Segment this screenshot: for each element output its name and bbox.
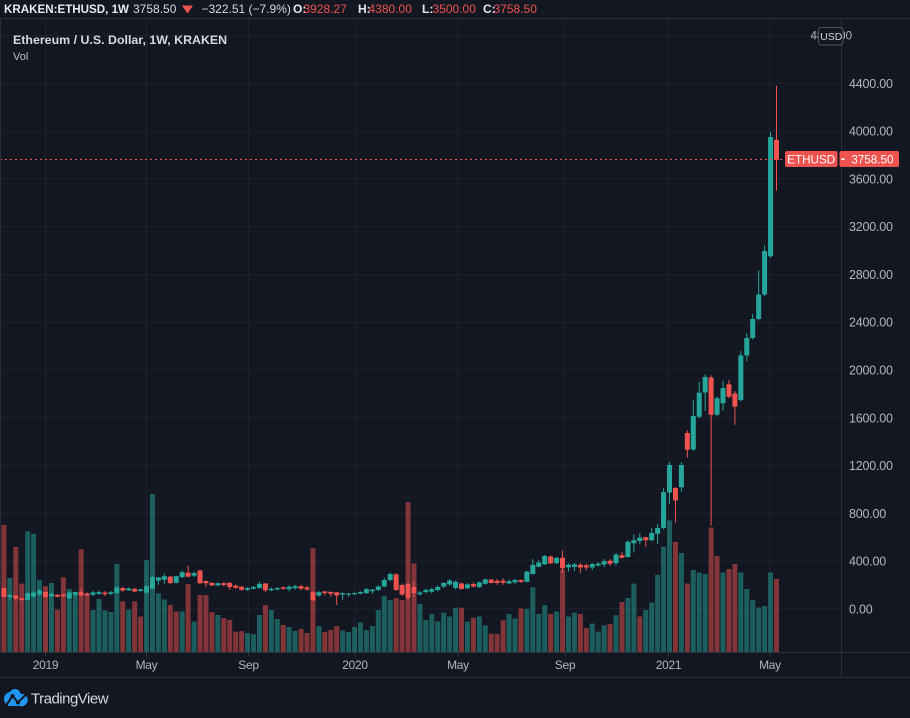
svg-text:C:: C:	[483, 2, 496, 16]
svg-text:3600.00: 3600.00	[849, 172, 893, 186]
svg-text:May: May	[447, 658, 469, 672]
svg-text:ETHUSD: ETHUSD	[787, 153, 835, 166]
svg-text:2020: 2020	[342, 658, 368, 672]
svg-text:2000.00: 2000.00	[849, 364, 893, 378]
svg-text:1600.00: 1600.00	[849, 411, 893, 425]
svg-text:3758.50: 3758.50	[851, 153, 894, 166]
svg-text:3928.27: 3928.27	[304, 2, 348, 16]
svg-text:3758.50: 3758.50	[133, 2, 177, 16]
svg-text:Vol: Vol	[13, 51, 28, 63]
svg-text:May: May	[136, 658, 158, 672]
svg-text:2400.00: 2400.00	[849, 316, 893, 330]
svg-text:3758.50: 3758.50	[494, 2, 538, 16]
svg-text:400.00: 400.00	[849, 555, 886, 569]
svg-text:2019: 2019	[33, 658, 59, 672]
svg-text:2800.00: 2800.00	[849, 268, 893, 282]
svg-text:−322.51 (−7.9%): −322.51 (−7.9%)	[202, 2, 291, 16]
svg-text:Ethereum / U.S. Dollar, 1W, KR: Ethereum / U.S. Dollar, 1W, KRAKEN	[13, 33, 227, 47]
svg-text:H:: H:	[358, 2, 371, 16]
svg-text:Sep: Sep	[555, 658, 576, 672]
svg-text:4380.00: 4380.00	[369, 2, 413, 16]
svg-text:USD: USD	[820, 31, 843, 43]
svg-text:4000.00: 4000.00	[849, 125, 893, 139]
svg-text:O:: O:	[293, 2, 306, 16]
svg-text:4400.00: 4400.00	[849, 77, 893, 91]
svg-text:KRAKEN:ETHUSD, 1W: KRAKEN:ETHUSD, 1W	[4, 3, 129, 16]
svg-text:0.00: 0.00	[849, 602, 873, 616]
svg-text:Sep: Sep	[238, 658, 259, 672]
svg-text:2021: 2021	[656, 658, 682, 672]
svg-text:May: May	[759, 658, 781, 672]
svg-text:L:: L:	[422, 2, 433, 16]
svg-text:TradingView: TradingView	[31, 691, 109, 708]
svg-text:1200.00: 1200.00	[849, 459, 893, 473]
svg-text:3200.00: 3200.00	[849, 220, 893, 234]
svg-text:3500.00: 3500.00	[433, 2, 477, 16]
svg-text:800.00: 800.00	[849, 507, 886, 521]
